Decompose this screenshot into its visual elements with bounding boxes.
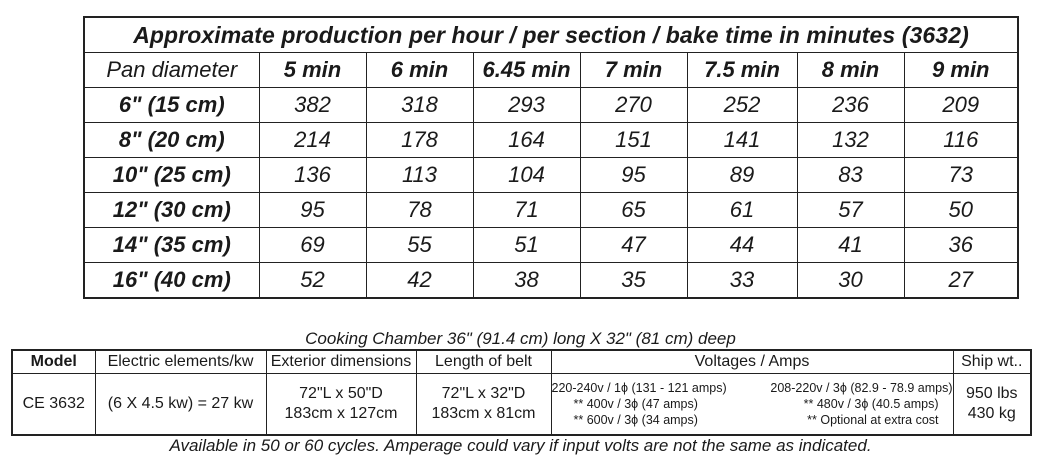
production-value: 71 [472,192,581,228]
time-header: 9 min [903,52,1019,88]
table-row: 16" (40 cm) 52 42 38 35 33 30 27 [83,262,1019,299]
elements-value: (6 X 4.5 kw) = 27 kw [94,373,267,436]
optional-note: ** Optional at extra cost [807,413,939,427]
voltage-option: ** 600v / 3ϕ (34 amps) [573,413,698,427]
production-value: 78 [365,192,474,228]
pan-size-label: 6" (15 cm) [83,87,260,123]
model-value: CE 3632 [11,373,96,436]
time-header: 8 min [796,52,905,88]
production-value: 113 [365,157,474,193]
belt-metric: 183cm x 81cm [431,405,536,422]
table-row: 14" (35 cm) 69 55 51 47 44 41 36 [83,227,1019,263]
voltage-option: ** 480v / 3ϕ (40.5 amps) [803,397,939,411]
voltage-option: ** 400v / 3ϕ (47 amps) [573,397,698,411]
production-value: 44 [686,227,798,263]
model-header: Model [11,349,96,374]
production-header-row: Pan diameter 5 min 6 min 6.45 min 7 min … [83,52,1019,88]
production-value: 27 [903,262,1019,299]
time-header: 7.5 min [686,52,798,88]
pan-size-label: 16" (40 cm) [83,262,260,299]
production-value: 65 [579,192,688,228]
table-row: 8" (20 cm) 214 178 164 151 141 132 116 [83,122,1019,158]
production-value: 51 [472,227,581,263]
exterior-imperial: 72"L x 50"D [299,385,383,402]
production-value: 83 [796,157,905,193]
belt-value: 72"L x 32"D 183cm x 81cm [415,373,552,436]
pan-size-label: 12" (30 cm) [83,192,260,228]
production-value: 69 [258,227,367,263]
production-value: 141 [686,122,798,158]
pan-diameter-header: Pan diameter [83,52,260,88]
elements-header: Electric elements/kw [94,349,267,374]
ship-weight-lbs: 950 lbs [965,385,1018,402]
ship-weight-value: 950 lbs 430 kg [952,373,1032,436]
pan-size-label: 14" (35 cm) [83,227,260,263]
production-value: 209 [903,87,1019,123]
production-title: Approximate production per hour / per se… [83,16,1019,53]
exterior-value: 72"L x 50"D 183cm x 127cm [265,373,417,436]
production-value: 52 [258,262,367,299]
exterior-header: Exterior dimensions [265,349,417,374]
production-value: 33 [686,262,798,299]
production-value: 318 [365,87,474,123]
production-value: 61 [686,192,798,228]
production-value: 55 [365,227,474,263]
production-value: 30 [796,262,905,299]
production-value: 178 [365,122,474,158]
production-value: 47 [579,227,688,263]
time-header: 6 min [365,52,474,88]
production-value: 95 [258,192,367,228]
production-value: 136 [258,157,367,193]
pan-size-label: 8" (20 cm) [83,122,260,158]
exterior-metric: 183cm x 127cm [284,405,398,422]
time-header: 7 min [579,52,688,88]
production-value: 164 [472,122,581,158]
voltages-header: Voltages / Amps [550,349,954,374]
ship-weight-kg: 430 kg [967,405,1016,422]
production-value: 252 [686,87,798,123]
voltages-value: 220-240v / 1ϕ (131 - 121 amps) 208-220v /… [550,373,954,436]
spec-row: CE 3632 (6 X 4.5 kw) = 27 kw 72"L x 50"D… [11,373,1032,436]
voltage-option: 208-220v / 3ϕ (82.9 - 78.9 amps) [770,381,953,395]
production-value: 57 [796,192,905,228]
production-value: 95 [579,157,688,193]
production-value: 270 [579,87,688,123]
spec-header-row: Model Electric elements/kw Exterior dime… [11,349,1032,374]
production-value: 38 [472,262,581,299]
production-value: 236 [796,87,905,123]
footer-note: Available in 50 or 60 cycles. Amperage c… [169,436,872,455]
production-table: Approximate production per hour / per se… [83,16,1020,299]
table-row: 10" (25 cm) 136 113 104 95 89 83 73 [83,157,1019,193]
production-value: 42 [365,262,474,299]
production-value: 132 [796,122,905,158]
ship-weight-header: Ship wt.. [952,349,1032,374]
production-value: 116 [903,122,1019,158]
production-value: 382 [258,87,367,123]
production-value: 35 [579,262,688,299]
production-value: 73 [903,157,1019,193]
production-value: 50 [903,192,1019,228]
production-value: 41 [796,227,905,263]
time-header: 6.45 min [472,52,581,88]
table-row: 12" (30 cm) 95 78 71 65 61 57 50 [83,192,1019,228]
cooking-chamber-caption: Cooking Chamber 36" (91.4 cm) long X 32"… [305,329,736,348]
production-value: 214 [258,122,367,158]
belt-imperial: 72"L x 32"D [441,385,526,402]
production-value: 293 [472,87,581,123]
production-value: 89 [686,157,798,193]
table-row: 6" (15 cm) 382 318 293 270 252 236 209 [83,87,1019,123]
spec-table: Model Electric elements/kw Exterior dime… [11,349,1032,436]
production-value: 104 [472,157,581,193]
voltage-option: 220-240v / 1ϕ (131 - 121 amps) [551,381,727,395]
belt-header: Length of belt [415,349,552,374]
pan-size-label: 10" (25 cm) [83,157,260,193]
time-header: 5 min [258,52,367,88]
production-value: 151 [579,122,688,158]
production-value: 36 [903,227,1019,263]
